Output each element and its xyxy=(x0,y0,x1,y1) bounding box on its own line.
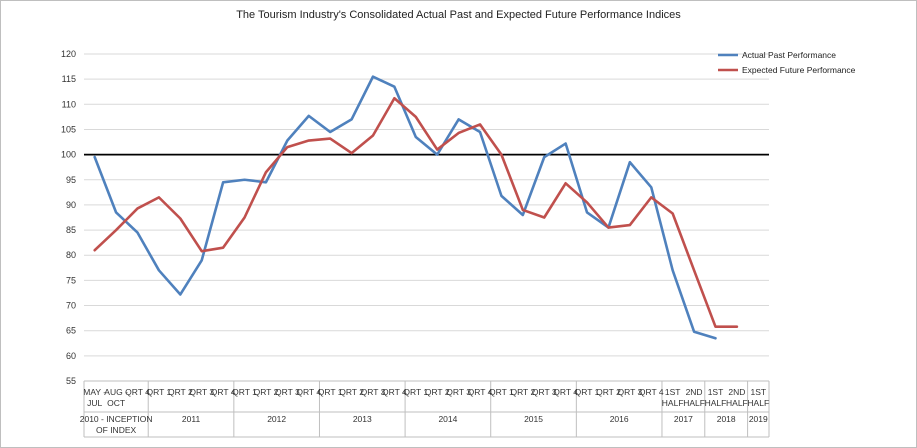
y-tick-label: 60 xyxy=(66,351,76,361)
x-tick-label: QRT 2 xyxy=(510,387,535,397)
x-tick-label: MAY - xyxy=(83,387,106,397)
series-line-2 xyxy=(93,96,739,328)
group-label: 2010 - INCEPTION xyxy=(80,414,153,424)
legend-label-1: Actual Past Performance xyxy=(742,50,836,60)
x-tick-label: QRT 1 xyxy=(489,387,514,397)
x-tick-label: QRT 4 xyxy=(553,387,578,397)
group-label: 2011 xyxy=(182,414,201,424)
x-tick-label: QRT 2 xyxy=(254,387,279,397)
x-tick-label: QRT 2 xyxy=(339,387,364,397)
x-tick-label: QRT 4 xyxy=(211,387,236,397)
x-tick-label: QRT 3 xyxy=(446,387,471,397)
x-tick-label-line2: HALF xyxy=(726,398,748,408)
x-tick-label: QRT 1 xyxy=(232,387,257,397)
legend: Actual Past Performance Expected Future P… xyxy=(718,50,856,75)
x-tick-label-line2: HALF xyxy=(662,398,684,408)
y-tick-label: 90 xyxy=(66,200,76,210)
y-tick-label: 110 xyxy=(62,99,76,109)
series-lines xyxy=(93,75,739,340)
x-tick-label: QRT 4 xyxy=(125,387,150,397)
group-label: 2019 xyxy=(749,414,768,424)
x-tick-label: QRT 1 xyxy=(403,387,428,397)
y-tick-label: 100 xyxy=(61,150,76,160)
y-tick-label: 120 xyxy=(61,49,76,59)
x-tick-label: QRT 1 xyxy=(575,387,600,397)
x-tick-label: 2ND xyxy=(728,387,745,397)
chart-title: The Tourism Industry's Consolidated Actu… xyxy=(236,9,681,21)
gridlines xyxy=(84,53,769,382)
y-tick-label: 115 xyxy=(62,74,76,84)
x-tick-label: QRT 4 xyxy=(468,387,493,397)
x-tick-label: QRT 4 xyxy=(639,387,664,397)
x-tick-label-line2: HALF xyxy=(683,398,705,408)
group-label: 2018 xyxy=(717,414,736,424)
axes: 55 60 65 70 75 80 85 90 95 100 105 110 115 120 2010 - … xyxy=(61,49,770,438)
group-label: 2014 xyxy=(438,414,457,424)
x-tick-label: QRT 2 xyxy=(425,387,450,397)
x-tick-label: QRT 3 xyxy=(361,387,386,397)
group-label: 2012 xyxy=(267,414,286,424)
x-tick-label: QRT 3 xyxy=(532,387,557,397)
x-tick-label-line2: OCT xyxy=(107,398,125,408)
x-tick-label: 2ND xyxy=(686,387,703,397)
x-tick-label: QRT 2 xyxy=(168,387,193,397)
x-tick-label: 1ST xyxy=(665,387,681,397)
y-tick-label: 75 xyxy=(66,275,76,285)
y-tick-label: 85 xyxy=(66,225,76,235)
y-tick-label: 65 xyxy=(66,326,76,336)
y-tick-label: 70 xyxy=(66,301,76,311)
x-tick-label: QRT 4 xyxy=(382,387,407,397)
x-tick-label-line2: JUL xyxy=(87,398,102,408)
group-label: OF INDEX xyxy=(96,425,136,435)
y-tick-label: 105 xyxy=(61,124,76,134)
y-tick-label: 55 xyxy=(66,376,76,386)
x-tick-label-line2: HALF xyxy=(705,398,727,408)
group-label: 2017 xyxy=(674,414,693,424)
group-label: 2015 xyxy=(524,414,543,424)
x-tick-label: QRT 3 xyxy=(617,387,642,397)
y-tick-label: 80 xyxy=(66,250,76,260)
x-tick-label: QRT 3 xyxy=(189,387,214,397)
x-tick-label: QRT 2 xyxy=(596,387,621,397)
x-tick-label: QRT 4 xyxy=(296,387,321,397)
x-tick-label: AUG - xyxy=(104,387,128,397)
y-tick-label: 95 xyxy=(66,175,76,185)
series-line-1 xyxy=(93,75,717,340)
x-tick-label-line2: HALF xyxy=(747,398,769,408)
group-label: 2016 xyxy=(610,414,629,424)
x-tick-label: 1ST xyxy=(751,387,767,397)
x-tick-label: 1ST xyxy=(708,387,724,397)
x-tick-label: QRT 3 xyxy=(275,387,300,397)
x-tick-label: QRT 1 xyxy=(147,387,172,397)
legend-label-2: Expected Future Performance xyxy=(742,65,856,75)
group-label: 2013 xyxy=(353,414,372,424)
x-tick-label: QRT 1 xyxy=(318,387,343,397)
